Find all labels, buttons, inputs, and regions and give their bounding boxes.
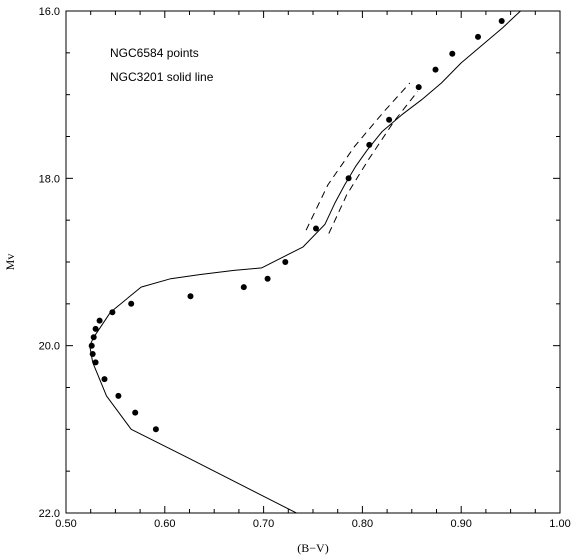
data-point: [187, 293, 194, 300]
plot-area: [88, 11, 521, 513]
data-point: [152, 426, 159, 433]
data-point: [264, 275, 271, 282]
data-point: [432, 66, 439, 73]
data-point: [498, 18, 505, 24]
data-point: [115, 392, 122, 399]
x-tick-label: 0.50: [55, 518, 76, 530]
data-point: [96, 317, 103, 324]
y-tick-label: 20.0: [39, 341, 60, 353]
data-point: [475, 33, 481, 40]
plot-frame: [65, 10, 561, 514]
data-point: [92, 325, 99, 332]
data-point: [313, 225, 319, 232]
data-point: [128, 300, 135, 307]
x-axis-label: (B−V): [297, 541, 328, 555]
data-point: [282, 259, 289, 265]
plot-marks: [88, 11, 521, 513]
dashed-line-2: [305, 82, 411, 231]
data-point: [415, 84, 422, 91]
x-tick-label: 1.00: [549, 518, 570, 530]
data-point: [92, 359, 99, 366]
annotation-line-2: NGC3201 solid line: [110, 70, 214, 84]
x-tick-label: 0.70: [253, 518, 274, 530]
dashed-line-3: [328, 90, 419, 234]
data-point: [449, 50, 456, 57]
y-tick-label: 16.0: [39, 6, 60, 18]
axis-ticks: 0.50 0.60 0.70 0.80 0.90 1.00 16.0 18.0 20.0 22.0: [39, 6, 571, 530]
x-tick-label: 0.90: [450, 518, 471, 530]
x-tick-label: 0.80: [352, 518, 373, 530]
data-point: [366, 141, 373, 148]
x-tick-label: 0.60: [154, 518, 175, 530]
y-axis-label: Mv: [3, 254, 17, 271]
data-point: [386, 116, 393, 123]
data-point: [240, 284, 247, 291]
y-tick-label: 22.0: [39, 508, 60, 520]
annotation-line-1: NGC6584 points: [110, 46, 199, 60]
solid-line: [89, 11, 521, 513]
y-tick-label: 18.0: [39, 173, 60, 185]
data-point: [109, 309, 116, 316]
data-point: [132, 409, 139, 416]
data-point: [101, 376, 108, 383]
